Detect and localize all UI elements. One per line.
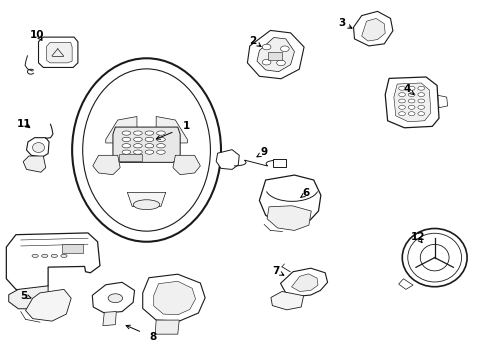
Polygon shape <box>127 192 166 206</box>
Ellipse shape <box>32 143 45 153</box>
Ellipse shape <box>408 93 415 96</box>
Polygon shape <box>6 233 100 293</box>
Ellipse shape <box>134 144 142 148</box>
FancyBboxPatch shape <box>119 154 142 161</box>
Ellipse shape <box>281 46 289 51</box>
Ellipse shape <box>61 254 67 257</box>
Ellipse shape <box>145 144 154 148</box>
Polygon shape <box>438 95 448 108</box>
FancyBboxPatch shape <box>273 159 286 167</box>
Polygon shape <box>113 127 180 162</box>
Ellipse shape <box>399 112 405 116</box>
Polygon shape <box>173 155 200 175</box>
Ellipse shape <box>122 131 131 135</box>
Ellipse shape <box>418 93 425 96</box>
Ellipse shape <box>157 131 165 135</box>
Ellipse shape <box>145 131 154 135</box>
Text: 4: 4 <box>404 84 411 94</box>
Polygon shape <box>154 281 196 315</box>
Ellipse shape <box>134 137 142 141</box>
Ellipse shape <box>399 105 405 109</box>
Ellipse shape <box>145 150 154 154</box>
Ellipse shape <box>145 137 154 141</box>
Polygon shape <box>106 117 137 143</box>
Ellipse shape <box>134 150 142 154</box>
Ellipse shape <box>157 137 165 141</box>
Text: 12: 12 <box>411 232 425 242</box>
Polygon shape <box>23 156 46 172</box>
Text: 6: 6 <box>303 188 310 198</box>
Polygon shape <box>156 117 187 143</box>
Ellipse shape <box>399 99 405 103</box>
Text: 10: 10 <box>30 30 45 40</box>
Ellipse shape <box>122 137 131 141</box>
Ellipse shape <box>402 229 467 287</box>
FancyBboxPatch shape <box>62 243 83 253</box>
Polygon shape <box>267 206 311 230</box>
FancyBboxPatch shape <box>268 52 282 60</box>
Text: 7: 7 <box>272 266 279 276</box>
Ellipse shape <box>399 86 405 90</box>
Ellipse shape <box>72 58 221 242</box>
Ellipse shape <box>408 105 415 109</box>
Polygon shape <box>281 268 328 296</box>
Polygon shape <box>362 18 385 41</box>
Ellipse shape <box>133 200 160 210</box>
Polygon shape <box>257 37 294 72</box>
Polygon shape <box>216 150 239 170</box>
Polygon shape <box>9 286 48 309</box>
Polygon shape <box>292 274 318 292</box>
Polygon shape <box>155 320 179 334</box>
Polygon shape <box>394 83 431 122</box>
Polygon shape <box>103 312 116 326</box>
Ellipse shape <box>122 144 131 148</box>
Polygon shape <box>247 30 304 79</box>
Polygon shape <box>385 77 439 128</box>
Ellipse shape <box>42 254 48 257</box>
Polygon shape <box>259 175 321 224</box>
Ellipse shape <box>420 244 449 271</box>
Ellipse shape <box>408 233 462 282</box>
Ellipse shape <box>408 86 415 90</box>
Polygon shape <box>92 282 135 313</box>
Text: 11: 11 <box>17 118 31 129</box>
Ellipse shape <box>418 86 425 90</box>
Text: 5: 5 <box>21 291 28 301</box>
Text: 3: 3 <box>339 18 345 28</box>
Ellipse shape <box>157 144 165 148</box>
Polygon shape <box>271 292 304 310</box>
Polygon shape <box>47 42 72 63</box>
Ellipse shape <box>277 60 285 66</box>
Ellipse shape <box>408 99 415 103</box>
Ellipse shape <box>51 254 57 257</box>
Ellipse shape <box>32 254 38 257</box>
Ellipse shape <box>418 105 425 109</box>
Ellipse shape <box>108 294 122 303</box>
Polygon shape <box>25 289 71 321</box>
Ellipse shape <box>134 131 142 135</box>
Polygon shape <box>93 155 120 175</box>
Ellipse shape <box>408 112 415 116</box>
Ellipse shape <box>83 69 210 231</box>
Ellipse shape <box>418 112 425 116</box>
Text: 8: 8 <box>149 332 156 342</box>
Ellipse shape <box>418 99 425 103</box>
Polygon shape <box>26 138 49 157</box>
Ellipse shape <box>157 150 165 154</box>
Polygon shape <box>143 274 205 321</box>
Polygon shape <box>353 12 393 46</box>
Ellipse shape <box>122 150 131 154</box>
Text: 1: 1 <box>183 121 190 131</box>
Text: 9: 9 <box>261 148 268 157</box>
Ellipse shape <box>399 93 405 96</box>
Text: 2: 2 <box>249 36 256 46</box>
Polygon shape <box>399 279 413 289</box>
Ellipse shape <box>262 59 271 65</box>
Polygon shape <box>39 37 78 67</box>
Ellipse shape <box>262 44 271 50</box>
